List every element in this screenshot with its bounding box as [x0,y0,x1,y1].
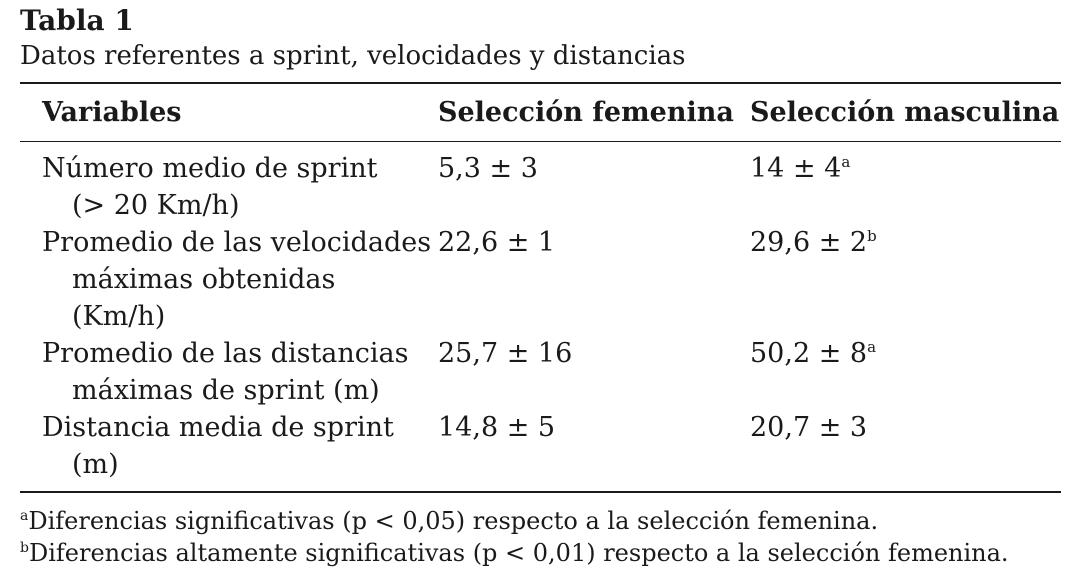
header-female: Selección femenina [438,97,734,128]
header-rule [20,141,1061,142]
footnote-mark: a [20,508,29,524]
variable-cell: Promedio de las distancias máximas de sp… [42,335,432,409]
variable-line: (> 20 Km/h) [72,190,240,221]
variable-line: Promedio de las velocidades [42,227,432,258]
table-title: Tabla 1 [20,4,134,37]
variable-line: Promedio de las distancias [42,338,409,369]
variable-line: Número medio de sprint [42,153,378,184]
variable-cell: Distancia media de sprint (m) [42,409,432,483]
bottom-rule [20,491,1061,493]
variable-line: máximas obtenidas [72,264,336,295]
header-variables: Variables [42,97,182,128]
header-male: Selección masculina [750,97,1060,128]
variable-line: Distancia media de sprint [42,412,394,443]
female-value: 5,3 ± 3 [438,153,538,184]
variable-line: (Km/h) [72,301,166,332]
female-value: 25,7 ± 16 [438,338,573,369]
footnote-b: bDiferencias altamente significativas (p… [20,538,1009,568]
variable-cell: Promedio de las velocidades máximas obte… [42,224,432,335]
male-value: 14 ± 4 [750,153,842,184]
footnote-a: aDiferencias significativas (p < 0,05) r… [20,506,878,536]
male-value-cell: 50,2 ± 8a [750,335,876,372]
male-value: 20,7 ± 3 [750,412,868,443]
variable-line: máximas de sprint (m) [72,375,380,406]
footnote-text: Diferencias significativas (p < 0,05) re… [28,507,879,535]
male-value-cell: 29,6 ± 2b [750,224,877,261]
significance-mark: a [867,338,877,356]
footnote-mark: b [20,540,29,556]
variable-line: (m) [72,449,119,480]
variable-cell: Número medio de sprint (> 20 Km/h) [42,150,432,224]
female-value: 14,8 ± 5 [438,412,556,443]
female-value: 22,6 ± 1 [438,227,556,258]
significance-mark: a [841,153,851,171]
top-rule [20,82,1061,84]
footnote-text: Diferencias altamente significativas (p … [28,539,1009,567]
male-value: 29,6 ± 2 [750,227,868,258]
table-caption: Datos referentes a sprint, velocidades y… [20,41,686,71]
significance-mark: b [867,227,877,245]
male-value-cell: 14 ± 4a [750,150,850,187]
male-value: 50,2 ± 8 [750,338,868,369]
